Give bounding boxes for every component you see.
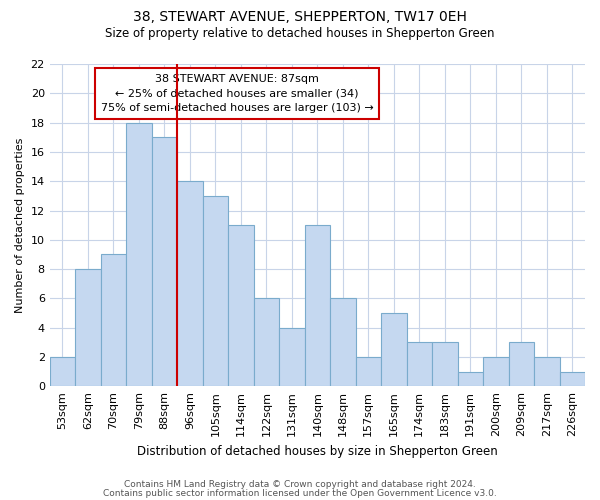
- Bar: [75, 269, 101, 386]
- Bar: [254, 298, 279, 386]
- Bar: [305, 225, 330, 386]
- Y-axis label: Number of detached properties: Number of detached properties: [15, 138, 25, 313]
- Bar: [483, 357, 509, 386]
- X-axis label: Distribution of detached houses by size in Shepperton Green: Distribution of detached houses by size …: [137, 444, 498, 458]
- Bar: [177, 181, 203, 386]
- Bar: [203, 196, 228, 386]
- Bar: [509, 342, 534, 386]
- Bar: [330, 298, 356, 386]
- Text: 38 STEWART AVENUE: 87sqm
← 25% of detached houses are smaller (34)
75% of semi-d: 38 STEWART AVENUE: 87sqm ← 25% of detach…: [101, 74, 373, 114]
- Bar: [432, 342, 458, 386]
- Bar: [407, 342, 432, 386]
- Text: 38, STEWART AVENUE, SHEPPERTON, TW17 0EH: 38, STEWART AVENUE, SHEPPERTON, TW17 0EH: [133, 10, 467, 24]
- Bar: [152, 138, 177, 386]
- Text: Contains public sector information licensed under the Open Government Licence v3: Contains public sector information licen…: [103, 488, 497, 498]
- Text: Contains HM Land Registry data © Crown copyright and database right 2024.: Contains HM Land Registry data © Crown c…: [124, 480, 476, 489]
- Bar: [126, 122, 152, 386]
- Bar: [381, 313, 407, 386]
- Bar: [534, 357, 560, 386]
- Bar: [101, 254, 126, 386]
- Bar: [356, 357, 381, 386]
- Bar: [50, 357, 75, 386]
- Text: Size of property relative to detached houses in Shepperton Green: Size of property relative to detached ho…: [105, 28, 495, 40]
- Bar: [279, 328, 305, 386]
- Bar: [560, 372, 585, 386]
- Bar: [228, 225, 254, 386]
- Bar: [458, 372, 483, 386]
